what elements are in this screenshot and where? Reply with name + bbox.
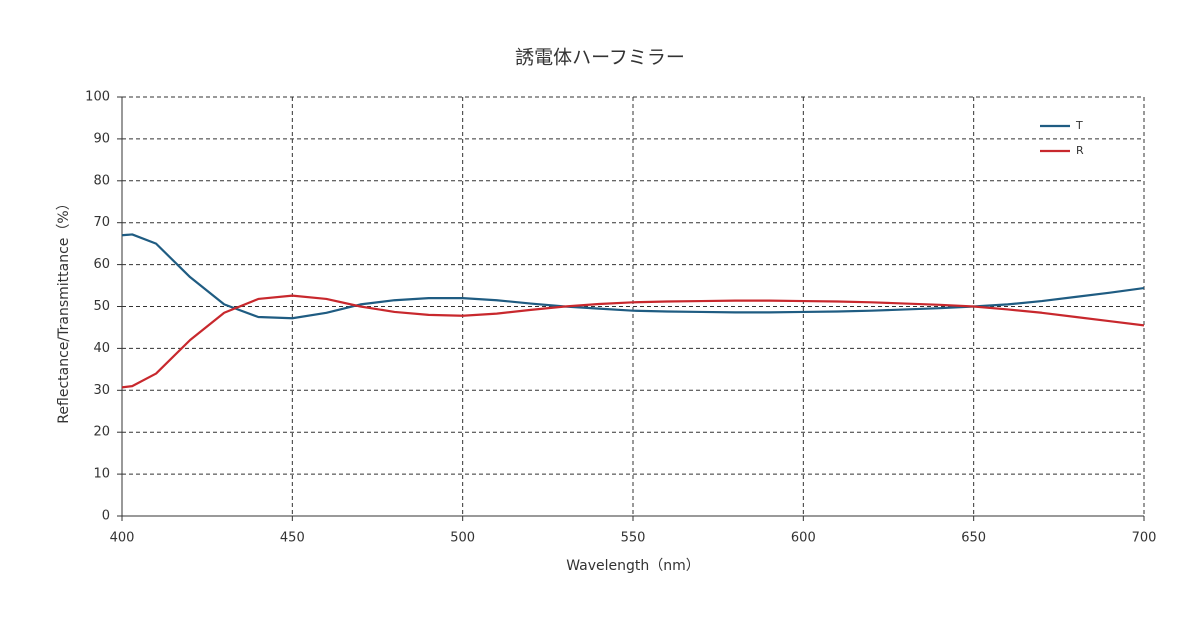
- x-tick-label: 650: [961, 531, 986, 546]
- y-axis-label: Reflectance/Transmittance（%）: [56, 196, 72, 423]
- y-tick-label: 80: [93, 173, 110, 188]
- y-tick-label: 20: [93, 425, 110, 440]
- data-line: [121, 294, 1145, 389]
- y-tick-label: 70: [93, 215, 110, 230]
- y-tick-label: 30: [93, 383, 110, 398]
- chart-title: 誘電体ハーフミラー: [515, 47, 685, 69]
- x-tick-label: 500: [450, 531, 475, 546]
- y-tick-label: 60: [93, 257, 110, 272]
- x-tick-label: 700: [1132, 531, 1157, 546]
- y-tick-label: 10: [93, 467, 110, 482]
- legend-label: R: [1076, 144, 1084, 157]
- y-tick-label: 0: [102, 509, 110, 524]
- x-tick-label: 600: [791, 531, 816, 546]
- x-tick-label: 450: [280, 531, 305, 546]
- y-tick-label: 90: [93, 131, 110, 146]
- y-tick-label: 50: [93, 299, 110, 314]
- y-tick-label: 100: [85, 90, 110, 105]
- x-axis-label: Wavelength（nm）: [566, 558, 700, 574]
- legend-label: T: [1075, 119, 1083, 132]
- y-tick-label: 40: [93, 341, 110, 356]
- x-tick-label: 400: [110, 531, 135, 546]
- x-tick-label: 550: [621, 531, 646, 546]
